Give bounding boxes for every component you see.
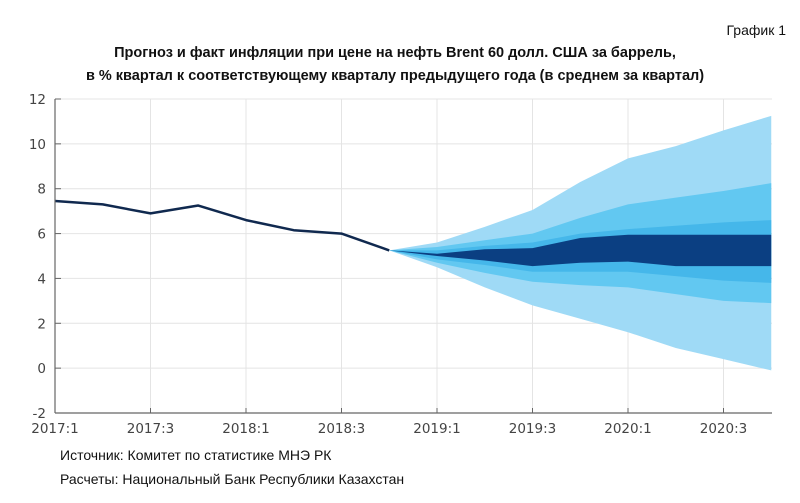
x-tick-label: 2019:1 [413, 421, 461, 437]
x-tick-label: 2019:3 [509, 421, 557, 437]
calculation-note: Расчеты: Национальный Банк Республики Ка… [60, 471, 405, 487]
y-tick-label: -2 [33, 406, 46, 422]
y-tick-label: 4 [37, 271, 46, 287]
x-tick-label: 2018:1 [222, 421, 270, 437]
x-tick-label: 2017:3 [127, 421, 175, 437]
chart-subtitle: в % квартал к соответствующему кварталу … [85, 68, 705, 84]
source-note: Источник: Комитет по статистике МНЭ РК [60, 447, 332, 463]
x-tick-label: 2020:1 [604, 421, 652, 437]
actual-inflation-line [54, 199, 390, 252]
x-tick-label: 2018:3 [318, 421, 366, 437]
forecast-band [389, 234, 772, 267]
x-tick-label: 2017:1 [31, 421, 79, 437]
chart-title: Прогноз и факт инфляции при цене на нефт… [114, 45, 676, 61]
y-tick-label: 0 [37, 361, 46, 377]
y-tick-label: 6 [37, 227, 46, 243]
y-tick-label: 12 [29, 92, 46, 108]
y-tick-label: 10 [29, 137, 46, 153]
graph-number-label: График 1 [726, 22, 786, 38]
x-tick-label: 2020:3 [700, 421, 748, 437]
y-tick-label: 8 [37, 182, 46, 198]
y-tick-label: 2 [37, 316, 46, 332]
